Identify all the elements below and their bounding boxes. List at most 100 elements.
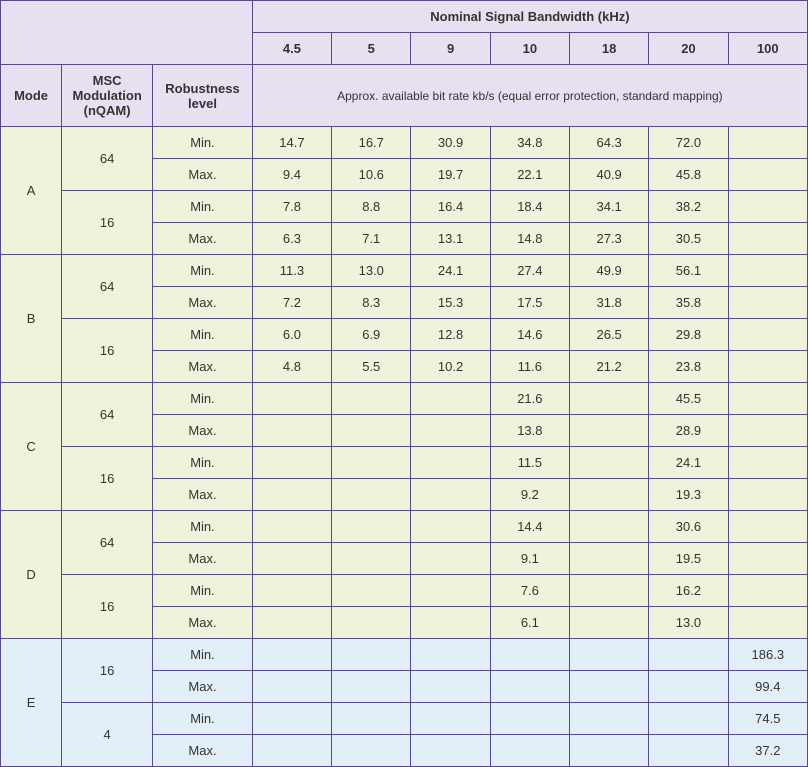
value-cell	[649, 735, 728, 767]
value-cell	[252, 703, 331, 735]
header-blank	[1, 1, 253, 65]
value-cell: 40.9	[570, 159, 649, 191]
value-cell	[570, 447, 649, 479]
bitrate-table: Nominal Signal Bandwidth (kHz) 4.5591018…	[0, 0, 808, 767]
value-cell	[411, 415, 490, 447]
value-cell: 31.8	[570, 287, 649, 319]
robustness-cell: Max.	[153, 159, 253, 191]
value-cell: 21.6	[490, 383, 569, 415]
value-cell: 13.8	[490, 415, 569, 447]
header-bandwidth: 9	[411, 33, 490, 65]
table-row: B64Min.11.313.024.127.449.956.1	[1, 255, 808, 287]
value-cell: 14.7	[252, 127, 331, 159]
robustness-cell: Min.	[153, 703, 253, 735]
robustness-cell: Min.	[153, 383, 253, 415]
modulation-cell: 16	[62, 191, 153, 255]
value-cell	[252, 671, 331, 703]
header-mode: Mode	[1, 65, 62, 127]
value-cell: 38.2	[649, 191, 728, 223]
value-cell	[728, 415, 807, 447]
value-cell: 8.8	[332, 191, 411, 223]
value-cell: 35.8	[649, 287, 728, 319]
value-cell	[332, 575, 411, 607]
value-cell: 45.8	[649, 159, 728, 191]
value-cell	[252, 447, 331, 479]
value-cell: 18.4	[490, 191, 569, 223]
header-robustness: Robustness level	[153, 65, 253, 127]
value-cell	[332, 383, 411, 415]
value-cell: 49.9	[570, 255, 649, 287]
value-cell: 23.8	[649, 351, 728, 383]
value-cell: 34.8	[490, 127, 569, 159]
header-bandwidth: 5	[332, 33, 411, 65]
value-cell: 6.1	[490, 607, 569, 639]
value-cell	[252, 607, 331, 639]
value-cell: 13.1	[411, 223, 490, 255]
robustness-cell: Max.	[153, 735, 253, 767]
mode-cell: B	[1, 255, 62, 383]
header-subcaption: Approx. available bit rate kb/s (equal e…	[252, 65, 807, 127]
header-bandwidth: 100	[728, 33, 807, 65]
value-cell: 24.1	[649, 447, 728, 479]
value-cell	[728, 447, 807, 479]
value-cell: 13.0	[332, 255, 411, 287]
value-cell: 17.5	[490, 287, 569, 319]
value-cell	[570, 543, 649, 575]
header-bandwidth: 20	[649, 33, 728, 65]
header-msc: MSC Modulation (nQAM)	[62, 65, 153, 127]
value-cell: 7.6	[490, 575, 569, 607]
table-row: D64Min.14.430.6	[1, 511, 808, 543]
value-cell	[332, 703, 411, 735]
robustness-cell: Max.	[153, 671, 253, 703]
value-cell	[490, 671, 569, 703]
value-cell	[252, 735, 331, 767]
value-cell	[570, 671, 649, 703]
value-cell	[490, 735, 569, 767]
value-cell: 99.4	[728, 671, 807, 703]
table-row: 16Min.6.06.912.814.626.529.8	[1, 319, 808, 351]
value-cell: 6.3	[252, 223, 331, 255]
value-cell: 19.5	[649, 543, 728, 575]
value-cell: 37.2	[728, 735, 807, 767]
value-cell	[252, 479, 331, 511]
value-cell: 34.1	[570, 191, 649, 223]
value-cell: 7.8	[252, 191, 331, 223]
value-cell	[411, 607, 490, 639]
mode-cell: C	[1, 383, 62, 511]
modulation-cell: 64	[62, 127, 153, 191]
value-cell	[570, 511, 649, 543]
modulation-cell: 64	[62, 255, 153, 319]
value-cell: 6.0	[252, 319, 331, 351]
value-cell: 29.8	[649, 319, 728, 351]
value-cell	[411, 479, 490, 511]
value-cell: 7.1	[332, 223, 411, 255]
robustness-cell: Min.	[153, 191, 253, 223]
value-cell: 14.4	[490, 511, 569, 543]
modulation-cell: 16	[62, 575, 153, 639]
table-row: A64Min.14.716.730.934.864.372.0	[1, 127, 808, 159]
modulation-cell: 64	[62, 511, 153, 575]
robustness-cell: Min.	[153, 511, 253, 543]
value-cell	[332, 447, 411, 479]
table-row: E16Min.186.3	[1, 639, 808, 671]
robustness-cell: Min.	[153, 639, 253, 671]
value-cell: 64.3	[570, 127, 649, 159]
value-cell: 15.3	[411, 287, 490, 319]
value-cell	[332, 639, 411, 671]
value-cell	[728, 511, 807, 543]
table-row: 4Min.74.5	[1, 703, 808, 735]
mode-cell: D	[1, 511, 62, 639]
value-cell	[332, 479, 411, 511]
robustness-cell: Min.	[153, 127, 253, 159]
table-row: 16Min.7.616.2	[1, 575, 808, 607]
value-cell: 26.5	[570, 319, 649, 351]
value-cell	[411, 447, 490, 479]
value-cell: 9.2	[490, 479, 569, 511]
value-cell: 14.8	[490, 223, 569, 255]
robustness-cell: Max.	[153, 223, 253, 255]
value-cell	[411, 543, 490, 575]
value-cell: 16.2	[649, 575, 728, 607]
modulation-cell: 16	[62, 319, 153, 383]
robustness-cell: Min.	[153, 319, 253, 351]
value-cell: 56.1	[649, 255, 728, 287]
